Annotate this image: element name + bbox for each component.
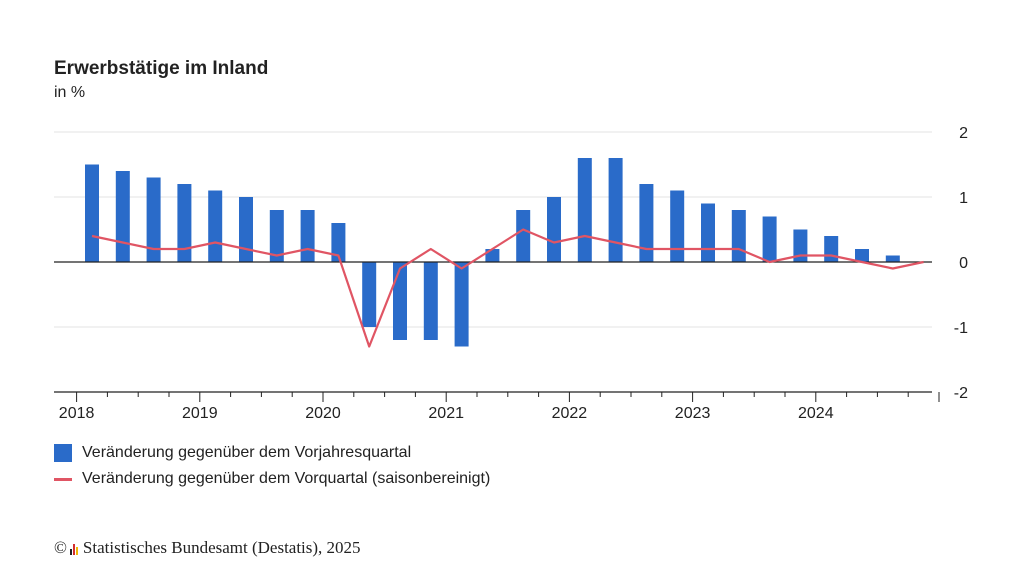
bar: [115, 171, 130, 262]
bar: [300, 210, 315, 262]
legend-label-bars: Veränderung gegenüber dem Vorjahresquart…: [82, 444, 412, 461]
x-tick-label: 2022: [552, 405, 588, 422]
bar: [855, 249, 869, 262]
x-tick-label: 2018: [59, 405, 95, 422]
bar: [577, 158, 592, 262]
copyright-symbol: ©: [54, 538, 67, 557]
chart-title: Erwerbstätige im Inland: [54, 58, 269, 79]
bar: [393, 262, 407, 340]
bar: [547, 197, 561, 262]
bar: [177, 184, 192, 262]
bar: [239, 197, 253, 262]
x-tick-label: 2024: [798, 405, 834, 422]
bar: [269, 210, 284, 262]
bar: [670, 190, 685, 262]
bar: [423, 262, 438, 340]
y-tick-label: 0: [959, 255, 968, 272]
x-tick-label: 2023: [675, 405, 711, 422]
bar: [516, 210, 531, 262]
chart-subtitle: in %: [54, 84, 86, 101]
legend-label-line: Veränderung gegenüber dem Vorquartal (sa…: [82, 470, 491, 487]
y-tick-label: -1: [954, 320, 968, 337]
legend-bar-swatch: [54, 444, 72, 462]
y-tick-label: -2: [954, 385, 968, 402]
legend-line-swatch: [54, 477, 72, 481]
bar: [762, 216, 777, 262]
bar: [146, 177, 161, 262]
bar: [362, 262, 377, 327]
legend-item-line: Veränderung gegenüber dem Vorquartal (sa…: [54, 466, 490, 492]
bar: [793, 229, 808, 262]
source-text: Statistisches Bundesamt (Destatis), 2025: [82, 538, 361, 557]
bar: [885, 255, 900, 262]
bar: [701, 203, 715, 262]
x-tick-label: 2020: [305, 405, 341, 422]
bar: [608, 158, 623, 262]
x-tick-label: 2019: [182, 405, 218, 422]
bar: [331, 223, 346, 262]
bar: [824, 236, 839, 262]
bar: [731, 210, 746, 262]
y-tick-label: 1: [959, 190, 968, 207]
bar: [208, 190, 223, 262]
bar: [85, 164, 99, 262]
destatis-logo-icon: [69, 542, 78, 555]
x-tick-label: 2021: [428, 405, 464, 422]
legend: Veränderung gegenüber dem Vorjahresquart…: [54, 440, 490, 492]
bar: [639, 184, 654, 262]
legend-item-bars: Veränderung gegenüber dem Vorjahresquart…: [54, 440, 490, 466]
source-note: © Statistisches Bundesamt (Destatis), 20…: [54, 538, 361, 558]
line-series: [91, 228, 924, 348]
y-tick-label: 2: [959, 125, 968, 142]
bar: [454, 262, 469, 347]
